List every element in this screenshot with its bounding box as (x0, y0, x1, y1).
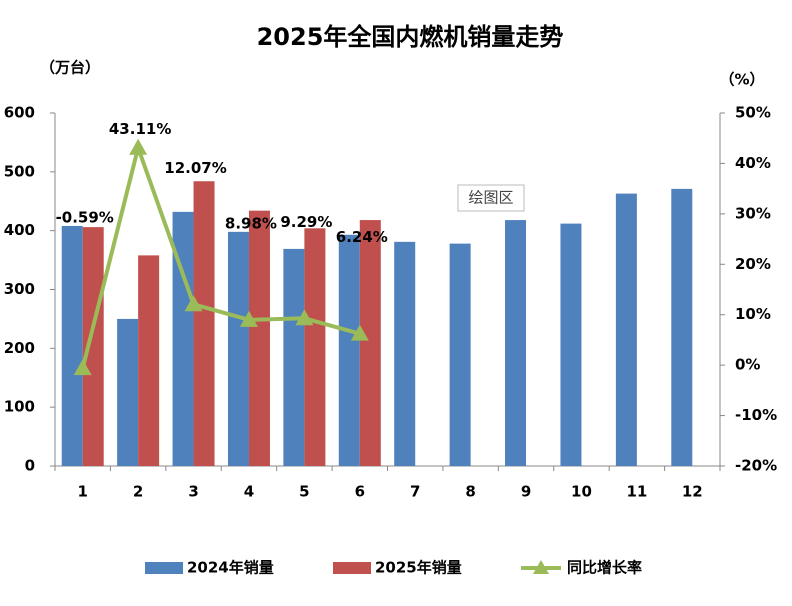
y2-axis-label: （%） (719, 71, 764, 89)
bar (359, 220, 381, 466)
x-tick-label: 2 (133, 483, 143, 501)
legend-swatch (333, 562, 371, 574)
x-tick-label: 11 (626, 483, 647, 501)
bar (505, 220, 527, 466)
data-label: 8.98% (225, 214, 277, 232)
bar (304, 228, 326, 466)
chart-title: 2025年全国内燃机销量走势 (257, 23, 564, 51)
line (80, 145, 361, 369)
y-tick-label: 300 (4, 280, 35, 298)
x-tick-label: 3 (188, 483, 198, 501)
legend-swatch (145, 562, 183, 574)
x-tick-label: 9 (521, 483, 531, 501)
tooltip: 绘图区 (468, 189, 513, 207)
y2-tick-label: -10% (735, 406, 777, 424)
legend-swatch (533, 560, 549, 574)
x-tick-label: 7 (410, 483, 420, 501)
tooltip-box (457, 184, 525, 212)
data-label: -0.59% (56, 209, 114, 227)
y-tick-label: 200 (4, 339, 35, 357)
x-tick-label: 5 (299, 483, 309, 501)
bar (82, 227, 104, 466)
bar (61, 225, 83, 466)
bar (560, 223, 582, 466)
y-tick-label: 100 (4, 398, 35, 416)
y2-tick-label: 20% (735, 255, 771, 273)
bar (138, 255, 160, 466)
x-tick-label: 10 (571, 483, 592, 501)
bar (172, 211, 194, 466)
y2-tick-label: 40% (735, 154, 771, 172)
legend-label: 2025年销量 (375, 559, 462, 577)
data-label: 12.07% (164, 159, 226, 177)
bar (117, 318, 139, 466)
y2-tick-label: 30% (735, 204, 771, 222)
legend-label: 同比增长率 (567, 559, 642, 577)
marker (350, 324, 369, 341)
marker (239, 310, 258, 327)
y-tick-label: 500 (4, 162, 35, 180)
marker (73, 359, 92, 376)
bar (193, 181, 215, 466)
data-label: 6.24% (336, 228, 388, 246)
data-label: 9.29% (280, 213, 332, 231)
bar (615, 193, 637, 466)
x-tick-label: 1 (77, 483, 87, 501)
y2-tick-label: 0% (735, 356, 760, 374)
bar (248, 210, 270, 466)
data-label: 43.11% (109, 120, 171, 138)
bar (338, 234, 360, 466)
marker (129, 138, 148, 155)
legend-label: 2024年销量 (187, 559, 274, 577)
bar (449, 243, 471, 466)
x-tick-label: 12 (682, 483, 703, 501)
y2-tick-label: -20% (735, 457, 777, 475)
bar (671, 188, 693, 466)
x-tick-label: 8 (465, 483, 475, 501)
bar (394, 241, 416, 466)
y-tick-label: 400 (4, 221, 35, 239)
y-axis-label: （万台） (40, 59, 100, 77)
x-tick-label: 4 (244, 483, 254, 501)
marker (184, 295, 203, 312)
y2-tick-label: 50% (735, 104, 771, 122)
y2-tick-label: 10% (735, 305, 771, 323)
bar (283, 248, 305, 466)
marker (295, 309, 314, 326)
y-tick-label: 0 (25, 457, 35, 475)
x-tick-label: 6 (355, 483, 365, 501)
y-tick-label: 600 (4, 104, 35, 122)
bar (227, 231, 249, 466)
